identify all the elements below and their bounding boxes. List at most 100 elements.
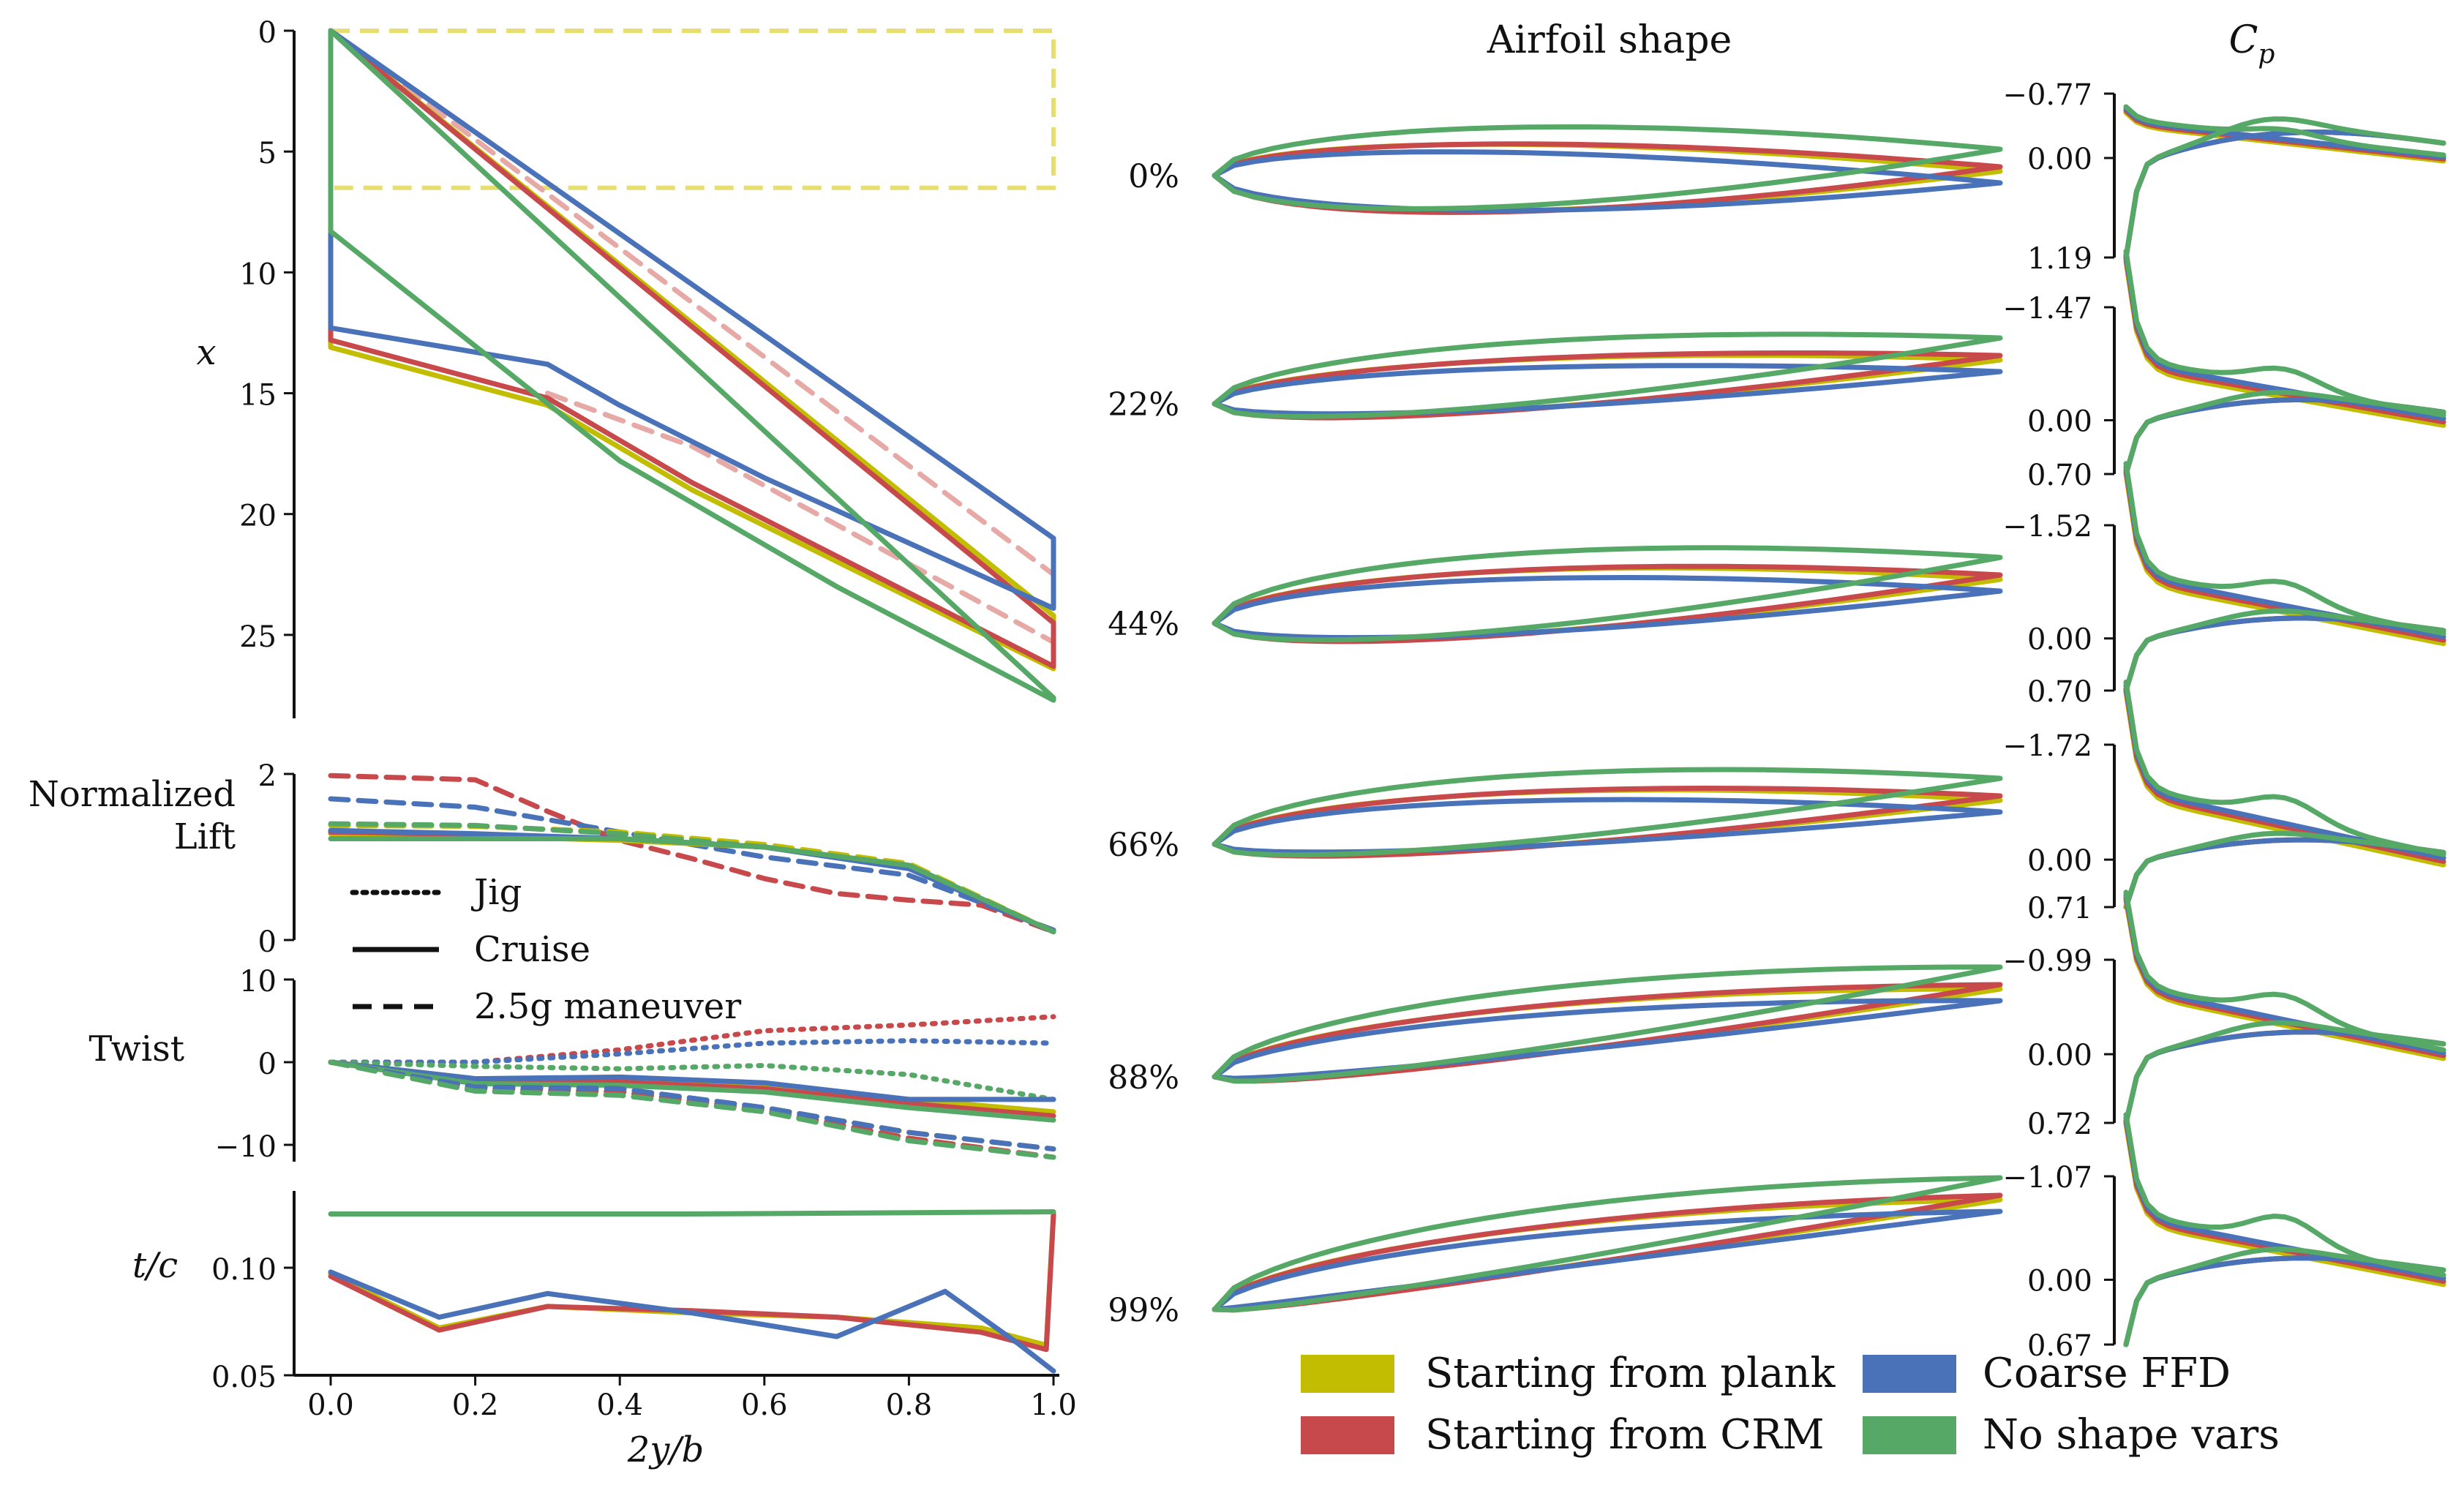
planform-y-ticks: 0 5 10 15 20 25 [239,16,294,654]
twist-y-tick-label: 10 [239,965,277,999]
cp-upper-no-shape-vars [2123,679,2446,857]
color-legend: Starting from plank Starting from CRM Co… [1301,1350,2280,1459]
x-ticks: 0.0 0.2 0.4 0.6 0.8 1.0 [307,1375,1077,1422]
cp-upper-starting-from-plank [2123,690,2446,868]
cp-y-tick-label: 0.71 [2027,892,2092,925]
cp-station-6: −1.07 0.00 0.67 [2002,1112,2446,1363]
twist-line-no-shape-vars-2-5g-maneuver [328,1059,1056,1160]
twist-line-coarse-ffd-2-5g-maneuver [328,1059,1056,1152]
cp-y-tick-label: 1.19 [2027,242,2092,276]
legend-ffd-label: Coarse FFD [1983,1350,2231,1397]
cp-y-tick-label: 0.00 [2027,1039,2092,1072]
airfoil-station-2: 22% [1108,331,2003,424]
cp-lower-no-shape-vars [2123,116,2446,260]
airfoil-station-3: 44% [1108,545,2003,644]
twist-y-tick-label: 0 [258,1048,277,1081]
airfoil-station-label: 66% [1108,827,1179,864]
x-tick-label: 0.2 [452,1388,499,1422]
airfoil-no-shape-vars [1212,331,2003,419]
tc-y-tick-label: 0.05 [211,1361,277,1394]
cp-lower-no-shape-vars [2123,1020,2446,1126]
legend-ffd-swatch [1863,1355,1956,1393]
lift-y-label-line1: Normalized [29,774,236,815]
cp-y-tick-label: −1.47 [2002,292,2092,326]
airfoil-station-1: 0% [1128,124,2003,215]
lift-line-starting-from-crm-2-5g-maneuver [328,772,1056,935]
twist-line-no-shape-vars-cruise [328,1059,1056,1123]
cp-y-tick-label: 0.67 [2027,1329,2092,1363]
x-tick-label: 0.6 [741,1388,788,1422]
cp-station-3: −1.52 0.00 0.70 [2002,461,2446,709]
cp-title: Cp [2229,18,2275,69]
x-axis-label: 2y/b [627,1429,705,1470]
lift-line-coarse-ffd-2-5g-maneuver [328,796,1056,933]
cp-upper-starting-from-crm [2123,686,2446,864]
twist-series [328,1014,1056,1160]
tc-line-coarse-ffd [328,1269,1056,1374]
lift-y-tick-label: 0 [258,925,277,959]
tc-y-label: t/c [132,1245,178,1286]
cp-y-tick-label: 0.72 [2027,1108,2092,1141]
legend-crm-swatch [1301,1416,1394,1454]
tc-y-ticks: 0.10 0.05 [211,1253,294,1394]
cp-upper-starting-from-plank [2123,898,2446,1061]
x-tick-label: 0.0 [307,1388,354,1422]
tc-line-starting-from-crm [328,1211,1056,1353]
cp-upper-no-shape-vars [2123,104,2446,158]
cp-lower-no-shape-vars [2123,1247,2446,1347]
lift-y-tick-label: 2 [258,759,277,793]
twist-y-tick-label: −10 [215,1130,277,1164]
lift-series [328,772,1056,935]
cp-title-sub: p [2258,40,2275,69]
legend-noshape-swatch [1863,1416,1956,1454]
cp-y-tick-label: 0.00 [2027,143,2092,176]
cp-station-2: −1.47 0.00 0.70 [2002,249,2446,492]
cp-y-tick-label: −0.77 [2002,78,2092,112]
airfoil-station-5: 88% [1108,964,2003,1097]
airfoil-station-4: 66% [1108,767,2003,864]
airfoil-no-shape-vars [1212,545,2003,643]
planform-panel: 0 5 10 15 20 25 x [196,16,1056,718]
legend-plank-label: Starting from plank [1425,1350,1836,1397]
planform-outlines [328,28,1056,703]
twist-y-label: Twist [89,1029,184,1069]
twist-line-no-shape-vars-jig [328,1059,1056,1102]
airfoil-station-label: 88% [1108,1059,1179,1097]
planform-y-tick-label: 10 [239,257,277,291]
cp-y-tick-label: −1.52 [2002,510,2092,544]
airfoil-station-label: 22% [1108,386,1179,424]
lift-line-no-shape-vars-cruise [328,836,1056,935]
cp-y-tick-label: 0.00 [2027,405,2092,438]
planform-crm-initial-te [544,391,1056,645]
airfoil-station-label: 44% [1108,606,1179,643]
x-tick-label: 1.0 [1030,1388,1077,1422]
cp-y-tick-label: 0.70 [2027,459,2092,492]
lift-y-label-line2: Lift [174,816,236,857]
x-tick-label: 0.4 [596,1388,643,1422]
cp-station-4: −1.72 0.00 0.71 [2002,679,2446,925]
planform-crm-initial-le [328,28,1056,577]
legend-crm-label: Starting from CRM [1425,1411,1825,1459]
twist-line-coarse-ffd-jig [328,1038,1056,1065]
linestyle-legend: Jig Cruise 2.5g maneuver [350,872,741,1027]
cp-lower-no-shape-vars [2123,608,2446,693]
airfoil-station-6: 99% [1108,1175,2003,1329]
airfoil-no-shape-vars [1212,124,2003,211]
tc-line-starting-from-plank [328,1211,1056,1348]
planform-outline-coarse-ffd [328,28,1056,612]
cp-y-tick-label: 0.00 [2027,844,2092,878]
legend-noshape-label: No shape vars [1983,1411,2280,1459]
x-tick-label: 0.8 [886,1388,933,1422]
airfoil-station-label: 99% [1108,1292,1179,1329]
twist-y-ticks: 10 0 −10 [215,965,294,1164]
airfoil-no-shape-vars [1212,964,2003,1084]
planform-y-tick-label: 0 [258,16,277,50]
planform-outline-starting-from-crm [328,28,1056,669]
planform-outline-no-shape-vars [328,28,1056,703]
cp-upper-starting-from-plank [2123,258,2446,428]
cp-lower-no-shape-vars [2123,389,2446,477]
airfoil-station-label: 0% [1128,158,1179,195]
twist-line-coarse-ffd-cruise [328,1059,1056,1102]
cp-upper-coarse-ffd [2123,464,2446,639]
